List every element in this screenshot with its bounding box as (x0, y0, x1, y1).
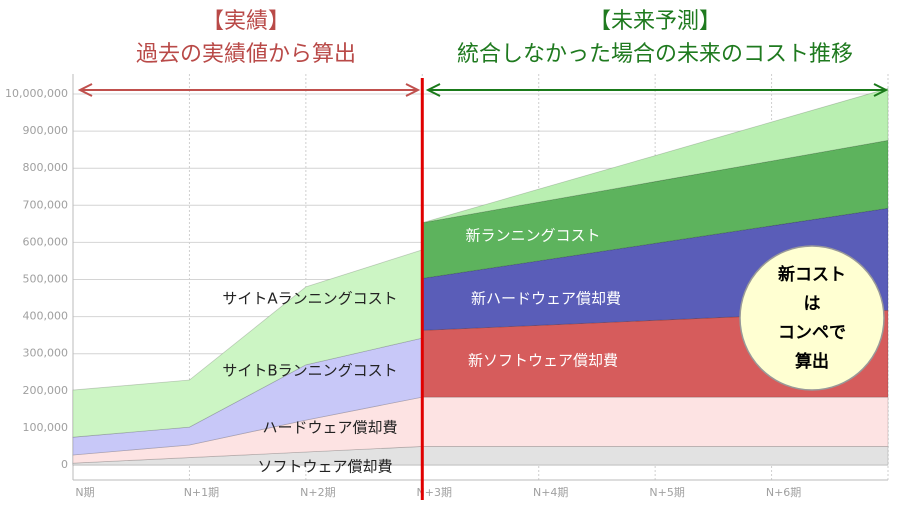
header-future-1: 【未来予測】 (589, 9, 721, 34)
x-tick-label: N+2期 (300, 486, 335, 499)
y-tick-label: 0 (61, 458, 68, 471)
x-tick-label: N+1期 (184, 486, 219, 499)
series-label: サイトAランニングコスト (222, 290, 397, 308)
arrow-head (873, 83, 889, 97)
x-tick-label: N期 (75, 486, 94, 499)
header-past-2: 過去の実績値から算出 (136, 42, 356, 67)
callout-text: コンペで (778, 323, 846, 343)
callout-text: は (804, 294, 821, 314)
y-tick-label: 200,000 (23, 384, 69, 397)
y-tick-label: 900,000 (23, 124, 69, 137)
y-tick-label: 100,000 (23, 421, 69, 434)
y-tick-label: 10,000,000 (5, 87, 68, 100)
y-tick-label: 700,000 (23, 198, 69, 211)
series-label: 新ランニングコスト (465, 227, 600, 245)
callout-text: 新コスト (778, 264, 846, 285)
series-label: ハードウェア償却費 (262, 419, 397, 437)
y-tick-label: 400,000 (23, 310, 69, 323)
series-label: サイトBランニングコスト (222, 362, 397, 380)
arrow-head (77, 83, 93, 97)
x-tick-label: N+4期 (533, 486, 568, 499)
x-tick-label: N+3期 (417, 486, 452, 499)
callout-text: 算出 (794, 351, 829, 372)
area (422, 87, 889, 224)
series-label: ソフトウェア償却費 (257, 458, 392, 476)
y-tick-label: 500,000 (23, 273, 69, 286)
x-tick-label: N+6期 (766, 486, 801, 499)
callout-bubble (739, 245, 885, 391)
y-tick-label: 300,000 (23, 347, 69, 360)
arrow-head (425, 83, 441, 97)
x-tick-label: N+5期 (649, 486, 684, 499)
series-label: 新ハードウェア償却費 (471, 290, 621, 308)
arrow-head (405, 83, 421, 97)
header-past-1: 【実績】 (202, 9, 290, 34)
header-future-2: 統合しなかった場合の未来のコスト推移 (457, 42, 853, 67)
series-label: 新ソフトウェア償却費 (468, 352, 618, 370)
area (72, 396, 889, 464)
y-tick-label: 600,000 (23, 235, 69, 248)
y-tick-label: 800,000 (23, 161, 69, 174)
